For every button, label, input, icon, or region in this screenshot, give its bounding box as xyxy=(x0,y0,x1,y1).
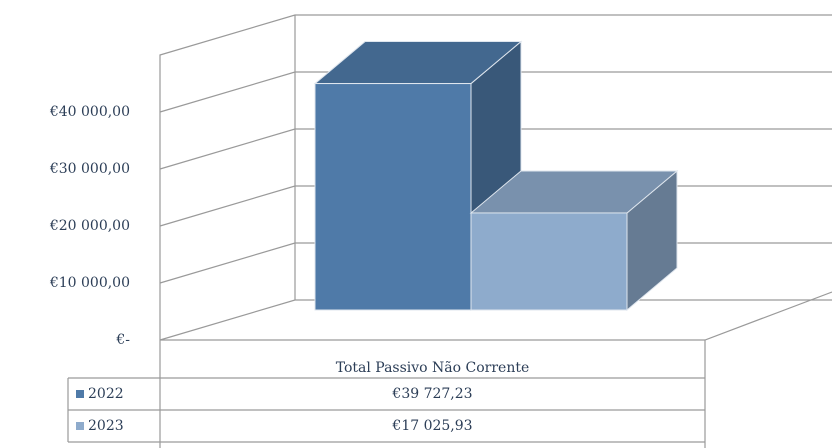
legend-swatch xyxy=(76,422,84,430)
value-label: €17 025,93 xyxy=(391,418,472,434)
y-tick-label: €30 000,00 xyxy=(49,161,130,177)
value-label: €39 727,23 xyxy=(391,386,472,402)
grid-line xyxy=(159,128,832,170)
y-tick-label: €40 000,00 xyxy=(49,104,130,120)
legend-swatch xyxy=(76,390,84,398)
y-tick-label: €10 000,00 xyxy=(49,275,130,291)
category-label: Total Passivo Não Corrente xyxy=(336,360,530,376)
legend-label: 2022 xyxy=(88,386,124,402)
y-tick-label: €20 000,00 xyxy=(49,218,130,234)
legend-label: 2023 xyxy=(88,418,124,434)
wall-edge xyxy=(159,14,832,340)
grid-line xyxy=(159,299,832,341)
grid-line xyxy=(159,71,832,113)
bar xyxy=(314,83,472,311)
y-tick-label: €- xyxy=(115,332,130,348)
bar xyxy=(470,212,628,311)
